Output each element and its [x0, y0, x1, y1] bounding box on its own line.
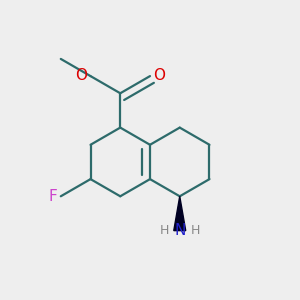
- Text: H: H: [190, 224, 200, 237]
- Text: H: H: [160, 224, 169, 237]
- Text: O: O: [154, 68, 166, 83]
- Text: F: F: [48, 189, 57, 204]
- Polygon shape: [174, 196, 186, 231]
- Text: N: N: [174, 223, 185, 238]
- Text: O: O: [76, 68, 88, 83]
